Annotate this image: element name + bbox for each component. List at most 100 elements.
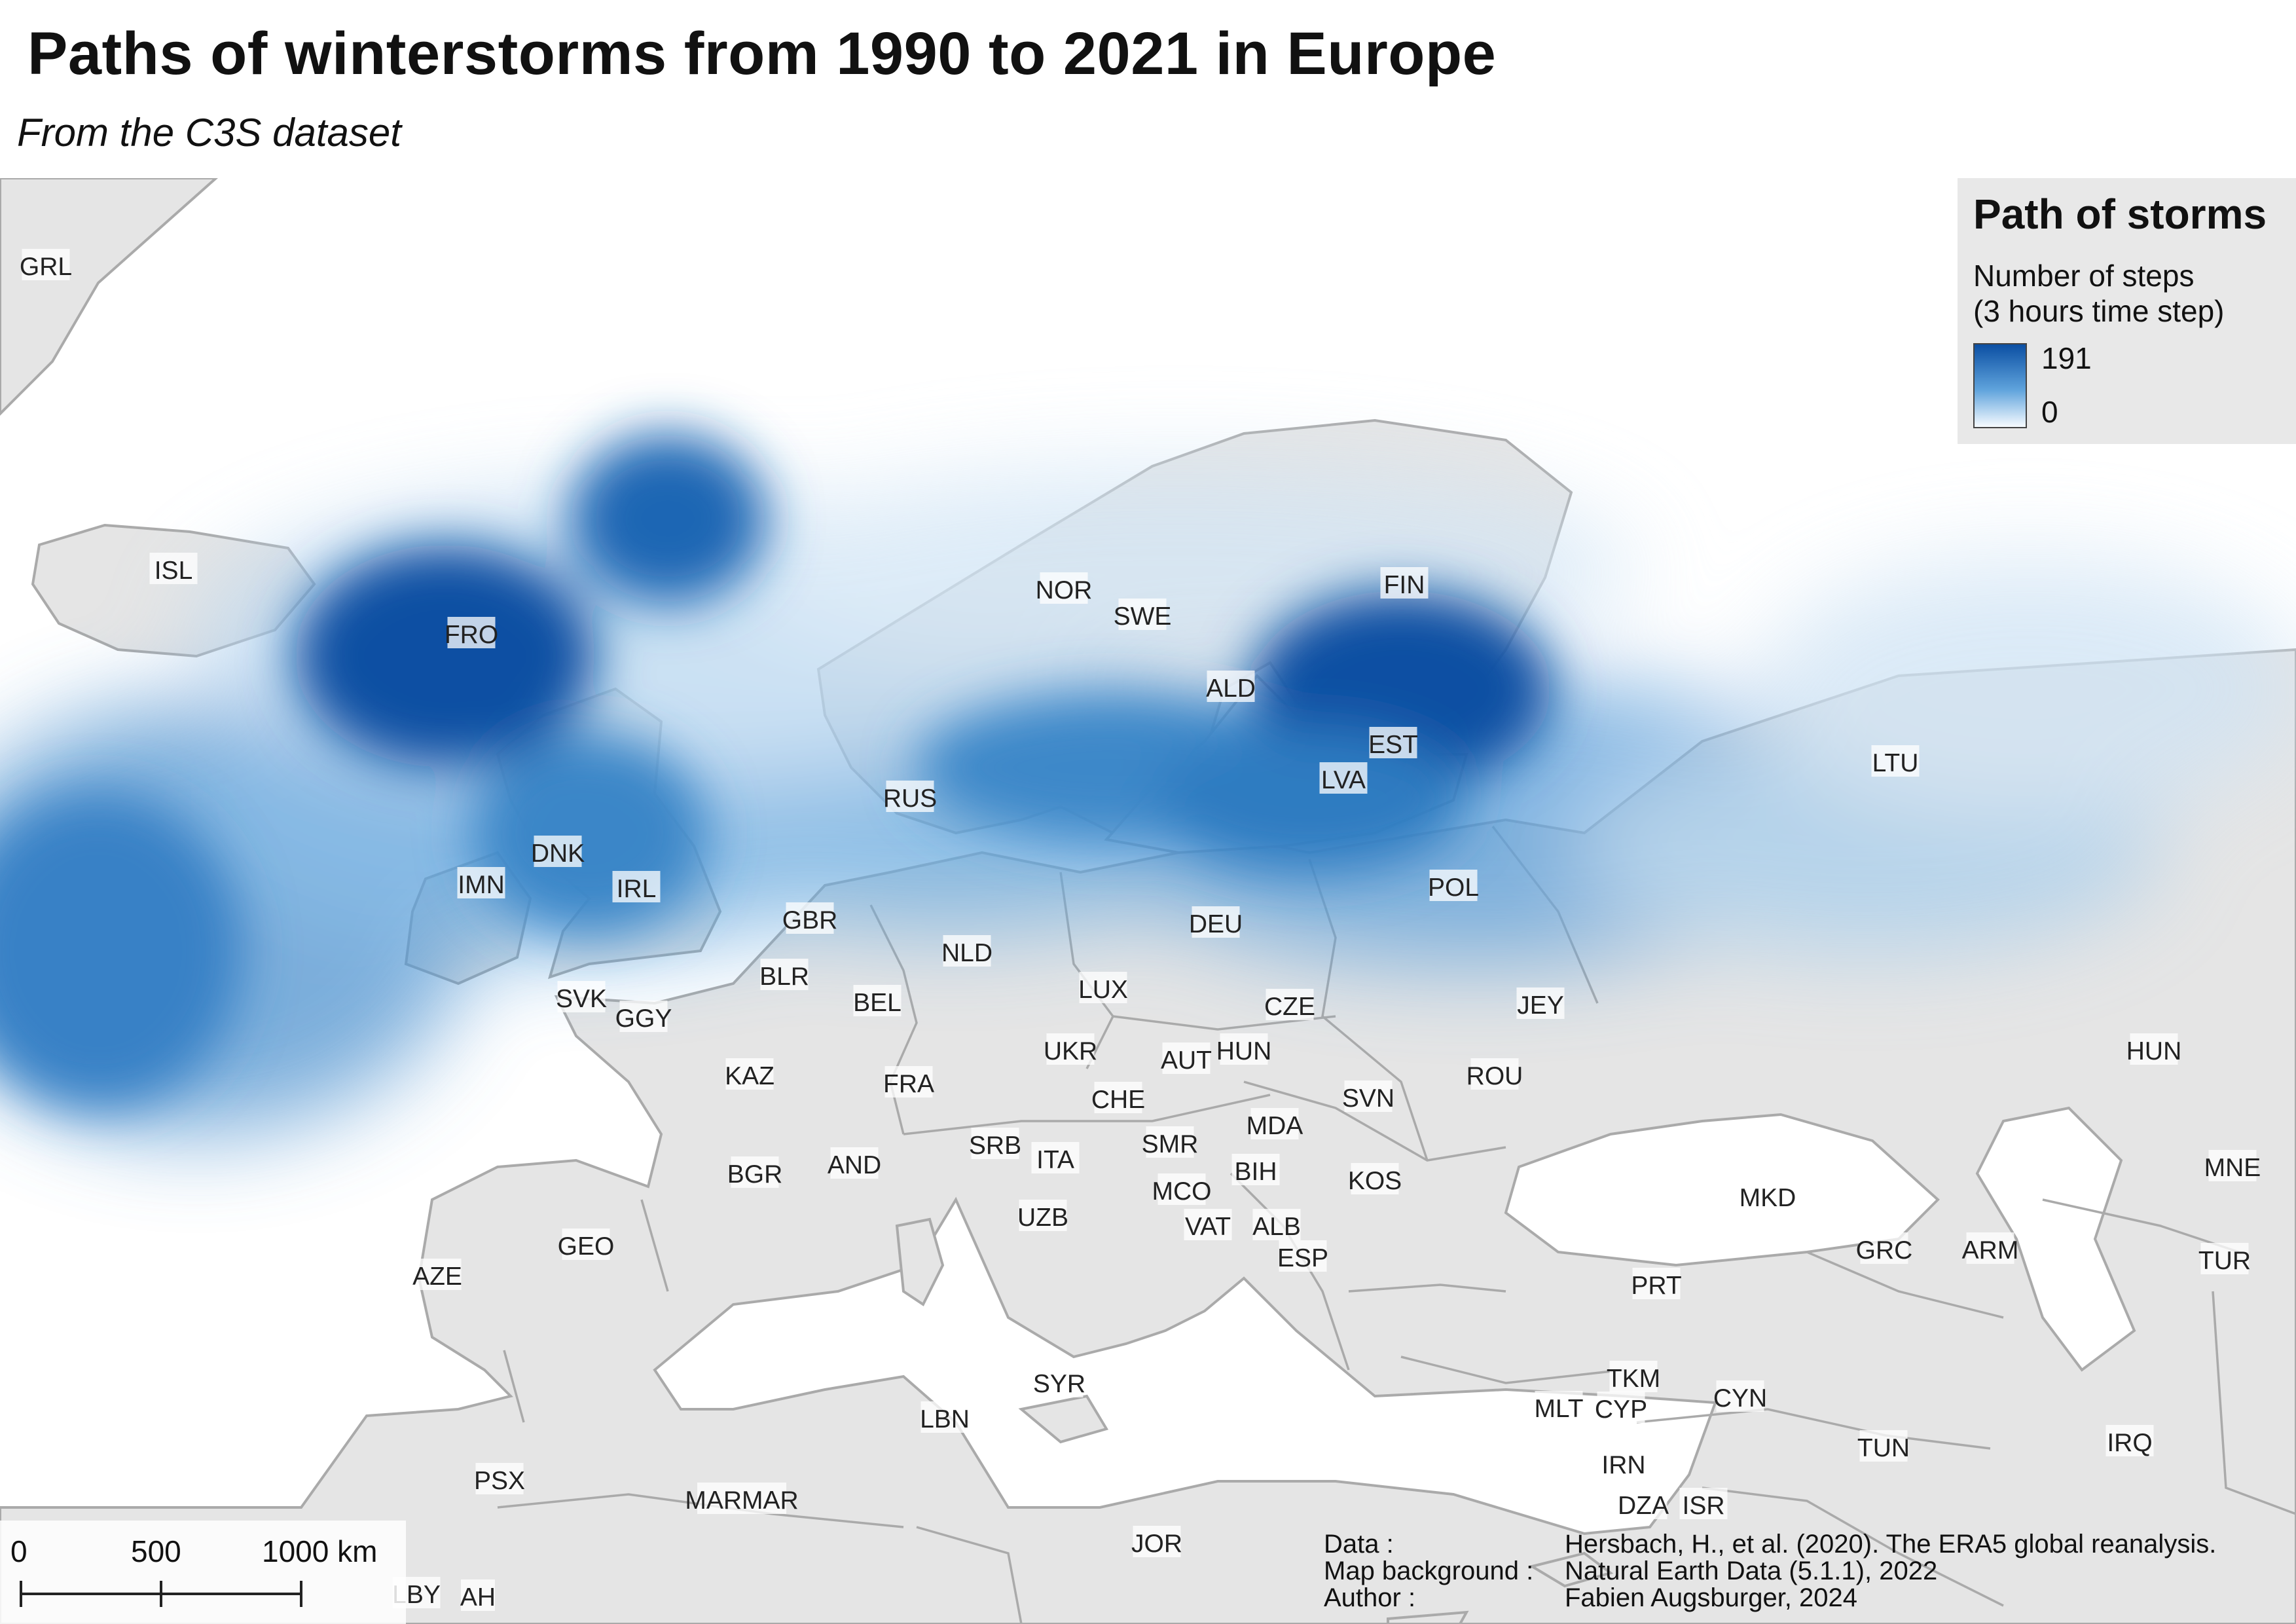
country-label-bg xyxy=(1859,1430,1908,1462)
country-label: TUR xyxy=(2198,1247,2251,1275)
country-label: LVA xyxy=(1321,766,1366,794)
country-label: AH xyxy=(460,1583,496,1612)
country-label-bg xyxy=(1351,1163,1399,1194)
country-label-bg xyxy=(447,617,496,648)
country-label-bg xyxy=(1429,870,1478,901)
country-label-bg xyxy=(562,1228,610,1260)
country-label-bg xyxy=(619,1001,668,1032)
country-label: SMR xyxy=(1142,1130,1199,1158)
country-label: AUT xyxy=(1161,1046,1212,1075)
country-label-bg xyxy=(475,1463,524,1494)
country-label: FRO xyxy=(445,621,498,649)
country-label: LBN xyxy=(920,1405,970,1433)
country-label-bg xyxy=(725,1058,774,1090)
country-label-bg xyxy=(1157,1173,1206,1205)
country-label: MKD xyxy=(1740,1184,1796,1212)
legend-title: Path of storms xyxy=(1973,191,2267,238)
country-label: GRC xyxy=(1856,1236,1913,1264)
scale-tick xyxy=(300,1581,302,1607)
country-label-bg xyxy=(1266,989,1314,1020)
country-label: KAZ xyxy=(725,1062,774,1090)
country-label: TUN xyxy=(1857,1434,1910,1462)
land-sardinia xyxy=(895,1217,945,1306)
country-label: FIN xyxy=(1384,571,1425,599)
legend: Path of storms Number of steps (3 hours … xyxy=(1958,178,2296,444)
country-label-bg xyxy=(853,985,902,1016)
country-label: DEU xyxy=(1189,910,1243,938)
legend-subtitle-line2: (3 hours time step) xyxy=(1973,294,2225,328)
country-label: CHE xyxy=(1091,1086,1145,1114)
country-label: DZA xyxy=(1618,1492,1669,1520)
country-label: JOR xyxy=(1131,1530,1182,1558)
scale-tick xyxy=(20,1581,22,1607)
country-label-bg xyxy=(1966,1232,2014,1264)
country-label-bg xyxy=(461,1579,495,1611)
country-label-bg xyxy=(697,1483,786,1514)
country-label: IMN xyxy=(458,871,505,899)
scale-bar: 0 500 1000 km xyxy=(0,1521,406,1624)
map-subtitle: From the C3S dataset xyxy=(17,111,401,155)
country-label-bg xyxy=(557,981,606,1012)
country-label: MNE xyxy=(2204,1154,2261,1182)
country-label: SYR xyxy=(1033,1370,1085,1398)
scale-label-1000: 1000 km xyxy=(262,1534,378,1568)
country-label: POL xyxy=(1428,874,1479,902)
country-label-bg xyxy=(1279,1240,1327,1272)
country-label-bg xyxy=(1146,1126,1194,1158)
country-label-bg xyxy=(1619,1488,1667,1519)
country-label: MCO xyxy=(1152,1177,1212,1206)
country-label: ISL xyxy=(155,557,193,585)
country-label-bg xyxy=(1679,1488,1728,1519)
country-label-bg xyxy=(413,1259,462,1290)
credit-value: Hersbach, H., et al. (2020). The ERA5 gl… xyxy=(1565,1530,2217,1559)
country-label: BIH xyxy=(1234,1158,1277,1186)
country-label: SRB xyxy=(969,1132,1021,1160)
country-label-bg xyxy=(786,902,834,934)
country-label-bg xyxy=(149,553,198,584)
country-label: ALD xyxy=(1206,674,1256,703)
country-label: AND xyxy=(828,1151,881,1179)
country-label: BLR xyxy=(759,963,809,991)
country-label-bg xyxy=(612,871,661,902)
country-label-bg xyxy=(2130,1033,2178,1065)
credit-key: Map background : xyxy=(1324,1557,1534,1585)
country-label-bg xyxy=(1380,567,1429,599)
country-label-bg xyxy=(1192,906,1240,938)
country-label: IRL xyxy=(617,875,657,903)
country-label-bg xyxy=(1599,1447,1648,1479)
country-label-bg xyxy=(1743,1180,1792,1211)
country-label-bg xyxy=(1040,572,1088,604)
country-label-bg xyxy=(1162,1043,1211,1074)
country-label: MARMAR xyxy=(685,1486,798,1515)
storm-density xyxy=(0,434,2296,1134)
country-label: ALB xyxy=(1252,1213,1301,1241)
country-label-bg xyxy=(760,959,809,990)
country-label-bg xyxy=(971,1128,1019,1159)
country-label-bg xyxy=(1231,1154,1280,1185)
country-label-bg xyxy=(1609,1361,1658,1392)
credits: Data : Hersbach, H., et al. (2020). The E… xyxy=(1324,1531,2216,1612)
country-label: UKR xyxy=(1044,1037,1097,1065)
country-label-bg xyxy=(1860,1232,1908,1264)
credit-value: Natural Earth Data (5.1.1), 2022 xyxy=(1565,1557,1938,1585)
country-label-bg xyxy=(1470,1058,1519,1090)
country-label-bg xyxy=(1207,671,1255,702)
country-label: NOR xyxy=(1036,576,1093,604)
country-label-bg xyxy=(1094,1082,1142,1113)
legend-max-label: 191 xyxy=(2041,341,2092,375)
country-label-bg xyxy=(2200,1243,2249,1274)
country-label-bg xyxy=(1344,1080,1393,1112)
country-label-bg xyxy=(457,867,505,898)
scale-label-0: 0 xyxy=(10,1534,27,1568)
country-label-bg xyxy=(1079,972,1127,1003)
country-label: HUN xyxy=(1216,1037,1272,1065)
country-label: FRA xyxy=(883,1070,934,1098)
scale-tick xyxy=(160,1581,162,1607)
country-label-bg xyxy=(1597,1392,1645,1423)
credit-background: Map background : Natural Earth Data (5.1.… xyxy=(1324,1558,2216,1585)
country-label: RUS xyxy=(883,784,937,813)
country-label-bg xyxy=(920,1401,969,1433)
country-label-bg xyxy=(1184,1209,1232,1240)
country-label: CZE xyxy=(1264,993,1315,1021)
country-label-bg xyxy=(1369,727,1417,758)
